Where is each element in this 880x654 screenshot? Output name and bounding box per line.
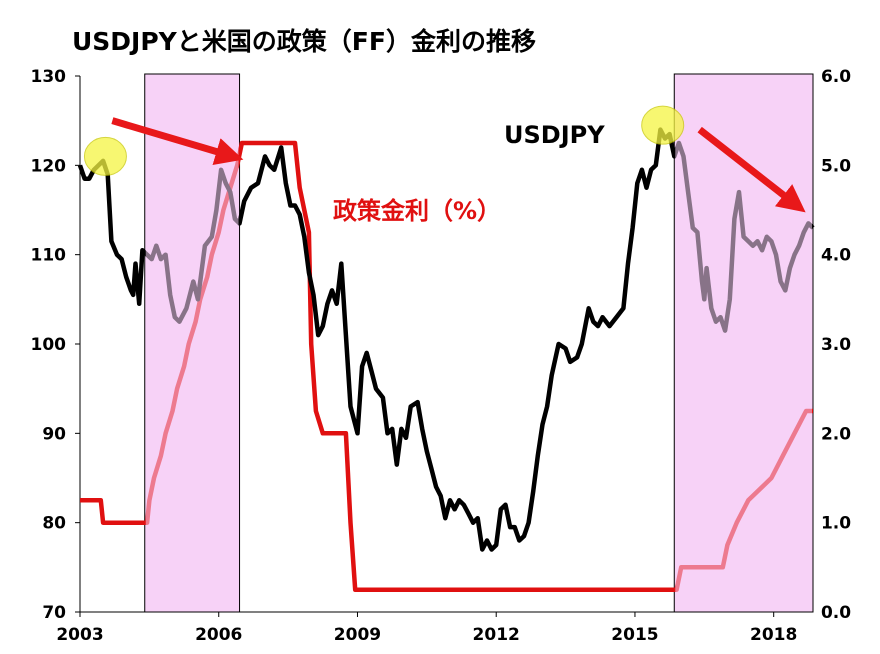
y-right-tick-label: 0.0 <box>821 603 851 623</box>
y-left-tick-label: 130 <box>31 67 67 87</box>
x-tick-label: 2018 <box>750 625 797 645</box>
highlight-circle-2 <box>641 105 685 145</box>
series-lines <box>77 75 815 611</box>
y-right-tick-label: 2.0 <box>821 424 851 444</box>
shaded-period-overlay-2 <box>675 75 812 611</box>
y-right-tick-label: 5.0 <box>821 156 851 176</box>
highlight-circle-1 <box>83 136 127 176</box>
y-right-tick-label: 4.0 <box>821 246 851 266</box>
trend-arrow-1 <box>111 117 244 166</box>
x-tick-label: 2006 <box>195 625 242 645</box>
y-left-tick-label: 120 <box>31 156 67 176</box>
chart-title: USDJPYと米国の政策（FF）金利の推移 <box>72 27 536 56</box>
annotations <box>83 105 806 213</box>
rate-label: 政策金利（%） <box>333 197 501 225</box>
y-right-tick-label: 3.0 <box>821 335 851 355</box>
axes: 70 80 90 100 110 120 130 0.0 1.0 2.0 3.0 4.0 5.0 6.0 2… <box>31 67 852 645</box>
y-left-tick-label: 100 <box>31 335 67 355</box>
y-right-tick-label: 1.0 <box>821 514 851 534</box>
y-left-tick-label: 80 <box>42 514 66 534</box>
y-left-tick-label: 70 <box>42 603 66 623</box>
x-tick-label: 2003 <box>56 625 103 645</box>
y-right-tick-label: 6.0 <box>821 67 851 87</box>
trend-arrow-2 <box>697 126 806 213</box>
usdjpy-label: USDJPY <box>504 121 605 149</box>
x-tick-label: 2015 <box>611 625 658 645</box>
y-left-tick-label: 110 <box>31 246 67 266</box>
y-left-tick-label: 90 <box>42 424 66 444</box>
x-tick-label: 2009 <box>334 625 381 645</box>
x-tick-label: 2012 <box>473 625 520 645</box>
